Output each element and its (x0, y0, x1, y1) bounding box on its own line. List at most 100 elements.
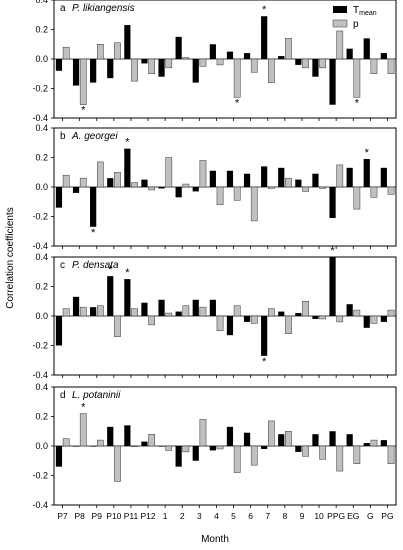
bar-tmean (209, 44, 216, 59)
bar-p (302, 58, 309, 69)
bar-p (353, 58, 361, 98)
x-tick-label: PG (381, 511, 393, 521)
bar-p (97, 44, 104, 60)
bar-tmean (312, 434, 319, 446)
bar-tmean (107, 276, 114, 316)
panel-b: 0.4 0.2 0.0 -0.2 -0.4 b A. georgei * * * (32, 123, 397, 251)
panel-letter: b (60, 131, 66, 142)
significance-star: * (262, 356, 267, 368)
bar-tmean (55, 316, 63, 346)
x-tick-label: 8 (282, 511, 287, 521)
bar-tmean (158, 299, 165, 316)
bar-p (353, 186, 361, 210)
bar-p (387, 445, 395, 464)
bar-tmean (295, 313, 302, 316)
y-tick-label: -0.4 (32, 370, 48, 380)
bar-tmean (192, 59, 199, 83)
bar-p (250, 58, 258, 73)
panel-title: A. georgei (71, 131, 118, 142)
bar-tmean (72, 59, 80, 86)
y-tick-label: 0.2 (35, 282, 48, 292)
bar-p (319, 186, 326, 189)
bar-p (97, 161, 104, 188)
bar-p (336, 445, 344, 472)
bar-p (370, 315, 378, 324)
y-tick-label: -0.2 (32, 341, 48, 351)
bar-tmean (380, 440, 387, 446)
bar-tmean (55, 187, 63, 208)
bar-p (182, 57, 190, 60)
bar-p (131, 445, 138, 447)
bar-p (370, 186, 378, 198)
bar-p (165, 445, 173, 451)
bar-tmean (90, 307, 97, 316)
y-tick-label: 0.0 (35, 54, 48, 64)
bar-p (268, 308, 275, 317)
bar-tmean (192, 299, 199, 316)
bar-p (387, 309, 395, 317)
significance-star: * (108, 264, 113, 276)
bar-tmean (175, 36, 182, 59)
y-tick-label: 0.0 (35, 441, 48, 451)
bar-p (199, 419, 207, 447)
bar-tmean (209, 446, 216, 451)
x-tick-label: P10 (106, 511, 121, 521)
bar-tmean (363, 316, 370, 328)
panel-title: P. likiangensis (72, 3, 135, 14)
bar-p (182, 305, 190, 317)
legend-swatch-p (332, 19, 348, 28)
x-tick-label: 7 (265, 511, 270, 521)
significance-star: * (91, 227, 96, 239)
significance-star: * (125, 267, 130, 279)
x-tick-label: P7 (57, 511, 68, 521)
significance-star: * (81, 402, 86, 414)
panel-letter: c (60, 260, 65, 271)
x-tick-label: 2 (180, 511, 185, 521)
x-tick-label: PPG (327, 511, 345, 521)
bar-tmean (312, 173, 319, 187)
panel-letter: a (60, 3, 66, 14)
bar-tmean (261, 446, 268, 449)
x-tick-label: P8 (74, 511, 85, 521)
bar-p (268, 186, 275, 189)
y-tick-label: 0.4 (35, 382, 48, 392)
bar-p (250, 445, 258, 466)
bar-tmean (363, 443, 370, 446)
bar-p (165, 312, 173, 317)
bar-p (62, 46, 70, 60)
bar-tmean (243, 53, 251, 59)
panel-c: 0.40.20.0-0.2-0.4c P. densata* *** (32, 245, 397, 380)
bar-tmean (226, 316, 234, 336)
bar-tmean (141, 441, 148, 446)
significance-star: * (355, 97, 360, 109)
bar-tmean (124, 279, 131, 316)
bar-tmean (124, 425, 131, 446)
bar-p (285, 431, 292, 447)
bar-tmean (90, 446, 97, 447)
y-tick-label: -0.4 (32, 113, 48, 123)
bar-p (268, 58, 275, 83)
bar-tmean (295, 59, 302, 65)
bar-p (165, 58, 173, 69)
bar-p (233, 445, 241, 473)
bar-p (199, 160, 207, 188)
bar-p (79, 58, 87, 105)
panel-a: 0.4 0.2 0.0 -0.2 -0.4 a P. likiangensis * * * * Tme… (32, 0, 397, 123)
bar-p (97, 439, 104, 447)
bar-p (336, 315, 344, 323)
x-tick-label: 6 (248, 511, 253, 521)
x-axis-label: Month (201, 534, 229, 545)
bar-p (302, 301, 309, 317)
bar-p (148, 186, 156, 191)
bar-tmean (261, 16, 268, 60)
y-tick-label: -0.2 (32, 471, 48, 481)
bar-p (62, 174, 70, 188)
bar-tmean (72, 187, 80, 193)
bar-p (131, 308, 138, 317)
bar-p (182, 183, 190, 188)
bar-p (387, 58, 395, 74)
bar-p (250, 315, 258, 324)
bar-tmean (175, 311, 182, 316)
y-tick-label: 0.0 (35, 182, 48, 192)
bar-p (131, 182, 138, 188)
